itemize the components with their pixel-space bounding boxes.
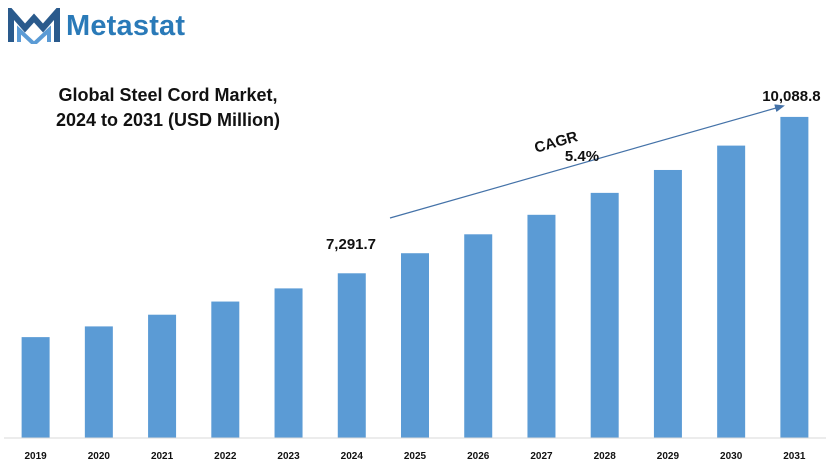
bar-2024 — [337, 273, 366, 438]
bar-2026 — [464, 234, 493, 438]
x-tick-label-2023: 2023 — [277, 451, 300, 462]
bar-2020 — [84, 326, 113, 438]
bar-2031 — [780, 116, 809, 439]
metastat-logo-icon — [8, 8, 60, 44]
bar-2027 — [527, 214, 556, 438]
x-tick-label-2024: 2024 — [341, 451, 364, 462]
x-tick-label-2025: 2025 — [404, 451, 427, 462]
x-tick-label-2019: 2019 — [24, 451, 47, 462]
data-label-2031: 10,088.8 — [762, 88, 820, 105]
x-tick-label-2028: 2028 — [594, 451, 617, 462]
bar-2030 — [717, 145, 746, 438]
bar-2025 — [401, 253, 429, 438]
cagr-arrow — [389, 104, 785, 219]
data-labels: 7,291.7 10,088.8 — [326, 88, 821, 253]
x-tick-label-2020: 2020 — [88, 451, 111, 462]
x-tick-labels: 2019 2020 2021 2022 2023 2024 2025 2026 2027 2028… — [24, 451, 805, 462]
bar-2022 — [211, 301, 240, 438]
x-tick-label-2022: 2022 — [214, 451, 237, 462]
x-tick-label-2029: 2029 — [657, 451, 680, 462]
x-tick-label-2027: 2027 — [530, 451, 553, 462]
bar-2028 — [590, 192, 619, 438]
bar-2021 — [148, 314, 177, 438]
chart-title: Global Steel Cord Market, 2024 to 2031 (… — [18, 83, 318, 133]
x-tick-label-2026: 2026 — [467, 451, 490, 462]
bar-series — [21, 116, 809, 439]
cagr-value: 5.4% — [565, 148, 599, 165]
x-tick-label-2030: 2030 — [720, 451, 743, 462]
chart-title-line-1: Global Steel Cord Market, — [58, 85, 278, 105]
brand-name: Metastat — [66, 10, 186, 42]
x-tick-label-2031: 2031 — [783, 451, 806, 462]
chart-title-line-2: 2024 to 2031 (USD Million) — [55, 110, 281, 130]
data-label-2025: 7,291.7 — [326, 236, 376, 253]
bar-2023 — [274, 288, 303, 438]
x-tick-label-2021: 2021 — [151, 451, 174, 462]
bar-2019 — [21, 337, 50, 438]
brand-logo: Metastat — [8, 8, 185, 44]
bar-2029 — [653, 169, 682, 438]
